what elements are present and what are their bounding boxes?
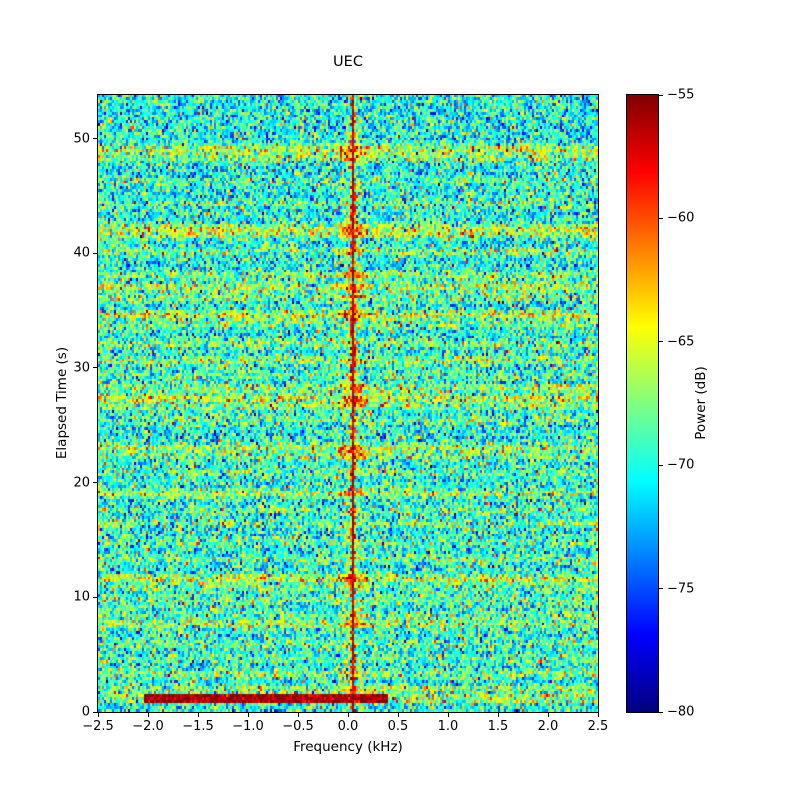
y-tick-label: 10 [73, 589, 90, 605]
x-tick-mark [397, 713, 399, 717]
x-tick-mark [497, 713, 499, 717]
x-tick-mark [347, 713, 349, 717]
x-tick-label: −2.0 [132, 719, 164, 734]
y-tick-mark [93, 482, 97, 484]
y-tick-mark [93, 138, 97, 140]
colorbar-tick-mark [659, 588, 663, 590]
x-tick-label: −0.5 [282, 719, 314, 734]
colorbar-tick-mark [659, 341, 663, 343]
x-tick-label: 2.5 [587, 719, 609, 734]
x-tick-mark [297, 713, 299, 717]
colorbar-tick-mark [659, 94, 663, 96]
colorbar-tick-label: −60 [667, 210, 695, 226]
colorbar-tick-mark [659, 711, 663, 713]
x-tick-label: −2.5 [82, 719, 114, 734]
x-tick-mark [597, 713, 599, 717]
y-tick-mark [93, 252, 97, 254]
x-tick-label: 1.5 [487, 719, 509, 734]
colorbar-tick-mark [659, 464, 663, 466]
y-tick-label: 20 [73, 475, 90, 491]
colorbar-tick-label: −65 [667, 334, 695, 350]
title-line-app: UEC [333, 54, 363, 70]
y-tick-label: 30 [73, 360, 90, 376]
y-axis-label: Elapsed Time (s) [54, 346, 70, 460]
spectrogram-plot-area [97, 94, 599, 713]
colorbar-label: Power (dB) [693, 366, 709, 440]
x-tick-label: 2.0 [537, 719, 559, 734]
colorbar-tick-label: −55 [667, 87, 695, 103]
x-tick-label: −1.5 [182, 719, 214, 734]
x-tick-label: 0.0 [337, 719, 359, 734]
x-tick-label: −1.0 [232, 719, 264, 734]
x-tick-mark [247, 713, 249, 717]
y-tick-label: 50 [73, 131, 90, 147]
colorbar-tick-label: −80 [667, 704, 695, 720]
y-tick-label: 0 [81, 704, 90, 720]
x-tick-mark [97, 713, 99, 717]
colorbar-tick-mark [659, 217, 663, 219]
x-tick-mark [147, 713, 149, 717]
colorbar-tick-label: −75 [667, 581, 695, 597]
x-tick-mark [447, 713, 449, 717]
colorbar [626, 94, 659, 713]
y-tick-mark [93, 711, 97, 713]
y-tick-mark [93, 596, 97, 598]
y-tick-label: 40 [73, 245, 90, 261]
x-tick-mark [547, 713, 549, 717]
x-tick-mark [197, 713, 199, 717]
y-tick-mark [93, 367, 97, 369]
x-tick-label: 0.5 [387, 719, 409, 734]
spectrogram-canvas [98, 95, 598, 712]
colorbar-tick-label: −70 [667, 457, 695, 473]
x-tick-label: 1.0 [437, 719, 459, 734]
x-axis-label: Frequency (kHz) [293, 739, 403, 755]
